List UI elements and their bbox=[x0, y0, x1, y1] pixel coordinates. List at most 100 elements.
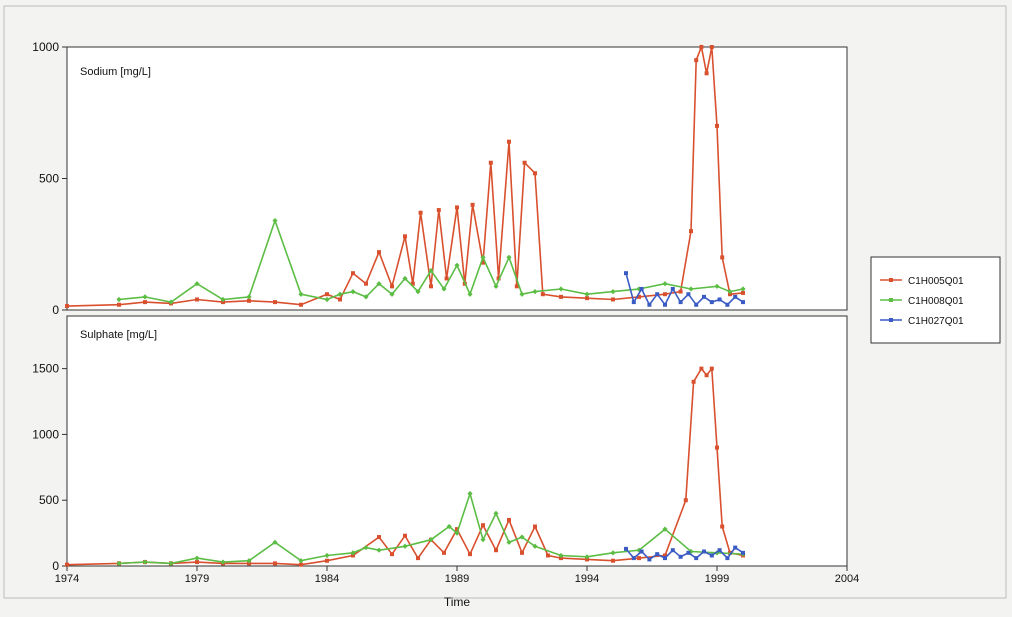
sodium-series-c1h008q01-line bbox=[118, 218, 744, 303]
sodium-point-c1h008q01 bbox=[636, 286, 642, 292]
sulphate-point-c1h005q01 bbox=[507, 517, 511, 522]
sulphate-point-c1h027q01 bbox=[717, 548, 722, 553]
sodium-point-c1h005q01 bbox=[444, 276, 449, 281]
sodium-point-c1h027q01 bbox=[725, 302, 730, 307]
sodium-point-c1h027q01 bbox=[624, 271, 628, 276]
sulphate-series bbox=[65, 366, 746, 567]
sodium-point-c1h005q01 bbox=[338, 297, 342, 302]
sulphate-series-c1h008q01-line bbox=[118, 490, 744, 565]
sodium-point-c1h005q01 bbox=[715, 123, 719, 128]
sulphate-point-c1h008q01 bbox=[142, 559, 148, 565]
sodium-series-c1h027q01-line bbox=[625, 272, 744, 307]
legend-label-c1h008q01: C1H008Q01 bbox=[908, 296, 964, 307]
sodium-point-c1h027q01 bbox=[678, 300, 683, 305]
sulphate-point-c1h008q01 bbox=[480, 537, 486, 543]
sodium-point-c1h008q01 bbox=[740, 286, 746, 292]
legend-marker-c1h008q01 bbox=[889, 298, 893, 302]
sulphate-point-c1h005q01 bbox=[611, 558, 615, 563]
sulphate-point-c1h008q01 bbox=[446, 523, 452, 530]
sodium-point-c1h005q01 bbox=[351, 271, 355, 276]
sodium-point-c1h008q01 bbox=[428, 267, 434, 274]
sodium-point-c1h005q01 bbox=[455, 205, 459, 210]
sodium-point-c1h005q01 bbox=[709, 45, 714, 49]
sulphate-point-c1h008q01 bbox=[194, 555, 200, 561]
sodium-point-c1h027q01 bbox=[686, 292, 691, 297]
sodium-point-c1h005q01 bbox=[699, 45, 704, 49]
sodium-point-c1h005q01 bbox=[637, 294, 641, 299]
sodium-point-c1h005q01 bbox=[470, 202, 475, 207]
sodium-point-c1h005q01 bbox=[429, 284, 433, 289]
sulphate-point-c1h005q01 bbox=[351, 553, 355, 558]
sulphate-point-c1h005q01 bbox=[273, 561, 277, 566]
sulphate-point-c1h008q01 bbox=[298, 558, 304, 564]
sulphate-point-c1h005q01 bbox=[699, 366, 704, 371]
sulphate-point-c1h005q01 bbox=[65, 562, 69, 567]
sulphate-y-axis: 0 500 1000 1500 bbox=[32, 362, 67, 573]
sulphate-point-c1h008q01 bbox=[363, 544, 369, 551]
sulphate-point-c1h008q01 bbox=[584, 554, 590, 560]
sulphate-point-c1h027q01 bbox=[631, 556, 636, 561]
sodium-point-c1h005q01 bbox=[195, 297, 199, 302]
sodium-point-c1h027q01 bbox=[741, 300, 745, 305]
sodium-point-c1h005q01 bbox=[611, 297, 615, 302]
legend-entries: C1H005Q01 C1H008Q01 C1H027Q01 bbox=[880, 276, 964, 327]
sulphate-point-c1h005q01 bbox=[691, 379, 696, 384]
sodium-point-c1h027q01 bbox=[655, 292, 660, 297]
sodium-point-c1h005q01 bbox=[533, 171, 537, 176]
sulphate-point-c1h008q01 bbox=[688, 548, 694, 555]
sodium-point-c1h027q01 bbox=[631, 300, 636, 305]
sodium-point-c1h005q01 bbox=[663, 292, 667, 297]
sodium-point-c1h005q01 bbox=[65, 304, 69, 309]
x-tick-label: 1974 bbox=[55, 573, 79, 585]
sodium-point-c1h008q01 bbox=[194, 281, 200, 287]
x-tick-label: 1994 bbox=[575, 573, 599, 585]
sulphate-point-c1h008q01 bbox=[168, 560, 174, 566]
sulphate-point-c1h008q01 bbox=[467, 491, 473, 497]
sulphate-point-c1h005q01 bbox=[247, 561, 251, 566]
sulphate-point-c1h005q01 bbox=[481, 523, 485, 528]
sodium-point-c1h008q01 bbox=[584, 291, 590, 297]
sodium-series bbox=[65, 44, 746, 309]
sodium-y-tick-label: 1000 bbox=[32, 40, 59, 54]
sulphate-point-c1h005q01 bbox=[299, 562, 303, 567]
sodium-point-c1h008q01 bbox=[350, 288, 356, 295]
x-tick-label: 2004 bbox=[835, 573, 859, 585]
sulphate-point-c1h008q01 bbox=[558, 552, 564, 559]
sodium-point-c1h005q01 bbox=[299, 302, 303, 307]
sodium-point-c1h008q01 bbox=[506, 254, 512, 260]
sulphate-point-c1h005q01 bbox=[442, 550, 446, 555]
sulphate-point-c1h027q01 bbox=[655, 552, 660, 557]
sulphate-point-c1h005q01 bbox=[494, 548, 498, 553]
sodium-point-c1h005q01 bbox=[540, 292, 545, 297]
sulphate-point-c1h005q01 bbox=[195, 560, 199, 565]
sodium-point-c1h005q01 bbox=[325, 292, 329, 297]
sodium-point-c1h008q01 bbox=[610, 288, 616, 295]
x-tick-label: 1979 bbox=[185, 573, 209, 585]
sodium-point-c1h005q01 bbox=[221, 300, 225, 305]
sulphate-point-c1h005q01 bbox=[546, 553, 550, 558]
sodium-point-c1h027q01 bbox=[702, 294, 706, 299]
sulphate-point-c1h005q01 bbox=[520, 550, 524, 555]
sodium-point-c1h005q01 bbox=[689, 229, 693, 234]
sodium-point-c1h008q01 bbox=[558, 286, 564, 292]
sodium-point-c1h008q01 bbox=[415, 288, 421, 295]
sulphate-point-c1h005q01 bbox=[709, 366, 714, 371]
sodium-point-c1h008q01 bbox=[714, 283, 720, 289]
sulphate-point-c1h005q01 bbox=[455, 527, 459, 532]
sulphate-point-c1h008q01 bbox=[493, 510, 499, 516]
sodium-point-c1h005q01 bbox=[559, 294, 563, 299]
sodium-point-c1h005q01 bbox=[507, 139, 511, 144]
sodium-point-c1h027q01 bbox=[670, 286, 675, 291]
sulphate-point-c1h008q01 bbox=[402, 543, 408, 549]
sodium-point-c1h005q01 bbox=[514, 284, 519, 289]
sodium-point-c1h008q01 bbox=[402, 275, 408, 282]
sulphate-point-c1h027q01 bbox=[670, 548, 675, 553]
sulphate-point-c1h027q01 bbox=[725, 556, 730, 561]
sodium-point-c1h008q01 bbox=[493, 283, 499, 289]
sodium-point-c1h005q01 bbox=[273, 300, 277, 305]
sulphate-point-c1h027q01 bbox=[639, 549, 644, 554]
figure-border bbox=[3, 5, 1007, 599]
sulphate-point-c1h005q01 bbox=[585, 557, 589, 562]
sulphate-panel-label: Sulphate [mg/L] bbox=[80, 329, 157, 341]
sodium-point-c1h027q01 bbox=[717, 297, 722, 302]
